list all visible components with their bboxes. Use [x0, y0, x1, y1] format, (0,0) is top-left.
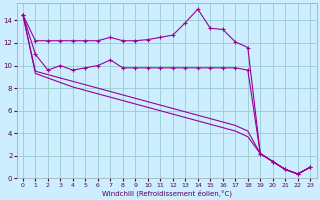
X-axis label: Windchill (Refroidissement éolien,°C): Windchill (Refroidissement éolien,°C) — [101, 189, 232, 197]
